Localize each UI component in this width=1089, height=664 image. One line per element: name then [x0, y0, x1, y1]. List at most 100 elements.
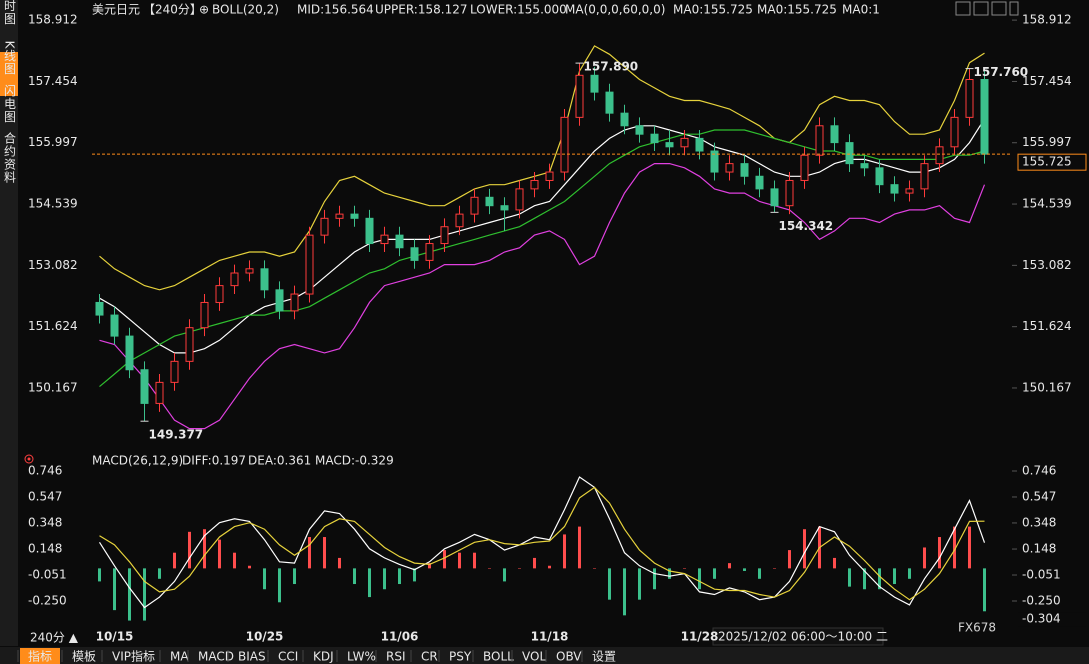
candle-body — [530, 179, 539, 190]
macd-bar — [653, 568, 656, 590]
macd-bar — [548, 565, 551, 569]
macd-bar — [218, 539, 221, 569]
legend-icon: ⊕ — [199, 3, 209, 17]
macd-bar — [773, 568, 776, 569]
tab[interactable]: 设置 — [592, 650, 616, 664]
candle-body — [725, 163, 734, 173]
x-tick-label: 11/18 — [531, 630, 569, 644]
legend-item: UPPER:158.127 — [375, 3, 467, 17]
macd-bar — [968, 526, 971, 569]
macd-bar — [758, 568, 761, 579]
y-tick-label-right: 0.348 — [1022, 515, 1056, 529]
macd-bar — [188, 531, 191, 569]
macd-bar — [893, 568, 896, 585]
candle-body — [890, 184, 899, 194]
candle-body — [275, 289, 284, 312]
tab[interactable]: RSI — [386, 650, 406, 664]
period-label[interactable]: 240分 ▲ — [30, 631, 79, 645]
tab[interactable]: CCI — [278, 650, 298, 664]
y-tick-label-left: -0.250 — [28, 593, 67, 607]
candle-body — [605, 91, 614, 114]
candle-body — [590, 74, 599, 93]
candle-body — [95, 301, 104, 316]
candle-body — [710, 150, 719, 173]
candle-body — [380, 234, 389, 245]
macd-bar — [263, 568, 266, 590]
legend-item: LOWER:155.000 — [470, 3, 567, 17]
candle-body — [740, 163, 749, 177]
y-tick-label-right: 150.167 — [1022, 380, 1072, 394]
tab[interactable]: MA — [170, 650, 189, 664]
sidebar-tab[interactable]: K线图 — [3, 41, 17, 76]
indicator-line — [99, 486, 985, 601]
macd-bar — [563, 534, 566, 569]
macd-legend-item: DEA:0.361 — [248, 454, 311, 468]
candle-body — [860, 163, 869, 169]
tab[interactable]: PSY — [449, 650, 472, 664]
y-tick-label-left: 155.997 — [28, 135, 78, 149]
macd-bar — [428, 563, 431, 569]
macd-bar — [788, 550, 791, 569]
tab[interactable]: KDJ — [313, 650, 334, 664]
toolbar-icons[interactable] — [955, 1, 1019, 16]
macd-bar — [398, 568, 401, 585]
tab[interactable]: MACD — [198, 650, 234, 664]
macd-bar — [128, 568, 131, 621]
macd-bar — [353, 568, 356, 585]
x-tick-label: 10/25 — [246, 630, 284, 644]
icon[interactable] — [991, 1, 1007, 16]
macd-bar — [983, 568, 986, 612]
candle-body — [800, 154, 809, 181]
macd-bar — [848, 568, 851, 587]
candle-body — [425, 243, 434, 261]
macd-bar — [338, 557, 341, 569]
macd-bar — [458, 552, 461, 569]
sidebar-tab[interactable]: 分时图 — [3, 0, 17, 26]
candle-body — [200, 301, 209, 329]
macd-bar — [593, 568, 596, 569]
candle-body — [905, 188, 914, 194]
tab[interactable]: BOLL — [483, 650, 514, 664]
tab[interactable]: VOL — [522, 650, 546, 664]
candle-body — [545, 171, 554, 181]
tab[interactable]: 指标 — [28, 649, 52, 664]
macd-bar — [248, 565, 251, 569]
macd-bar — [578, 526, 581, 569]
tab[interactable]: LW% — [347, 650, 376, 664]
candle-body — [680, 137, 689, 148]
legend-item: BOLL(20,2) — [212, 3, 279, 17]
tab[interactable]: OBV — [556, 650, 582, 664]
candle-body — [110, 314, 119, 337]
macd-bar — [488, 568, 491, 569]
candle-body — [485, 196, 494, 207]
tab[interactable]: VIP指标 — [112, 649, 155, 664]
tab[interactable]: 模板 — [72, 650, 96, 664]
macd-legend-item: MACD:-0.329 — [315, 454, 394, 468]
y-tick-label-right: 151.624 — [1022, 319, 1072, 333]
icon[interactable] — [1009, 1, 1019, 16]
candle-body — [365, 217, 374, 245]
macd-bar — [323, 537, 326, 569]
extreme-label: 157.890 — [584, 60, 639, 74]
extreme-label: 157.760 — [974, 65, 1029, 79]
candle-body — [815, 125, 824, 156]
icon[interactable] — [973, 1, 989, 16]
sidebar-tab[interactable]: 合约资料 — [3, 131, 17, 184]
macd-bar — [278, 568, 281, 603]
tab[interactable]: BIAS — [238, 650, 266, 664]
macd-bar — [368, 568, 371, 598]
macd-bar — [833, 557, 836, 569]
icon[interactable] — [955, 1, 971, 16]
x-tick-label: 10/15 — [96, 630, 134, 644]
legend-item: 美元日元 — [92, 3, 140, 17]
candle-body — [155, 381, 164, 404]
sidebar-tab[interactable]: 闪电图 — [3, 84, 17, 123]
indicator-line — [98, 476, 986, 609]
macd-bar — [173, 552, 176, 569]
time-range: 2025/12/02 06:00～10:00 二 — [718, 630, 888, 644]
macd-bar — [443, 550, 446, 569]
macd-bar — [383, 568, 386, 590]
candle-body — [335, 213, 344, 219]
tab[interactable]: CR — [421, 650, 438, 664]
